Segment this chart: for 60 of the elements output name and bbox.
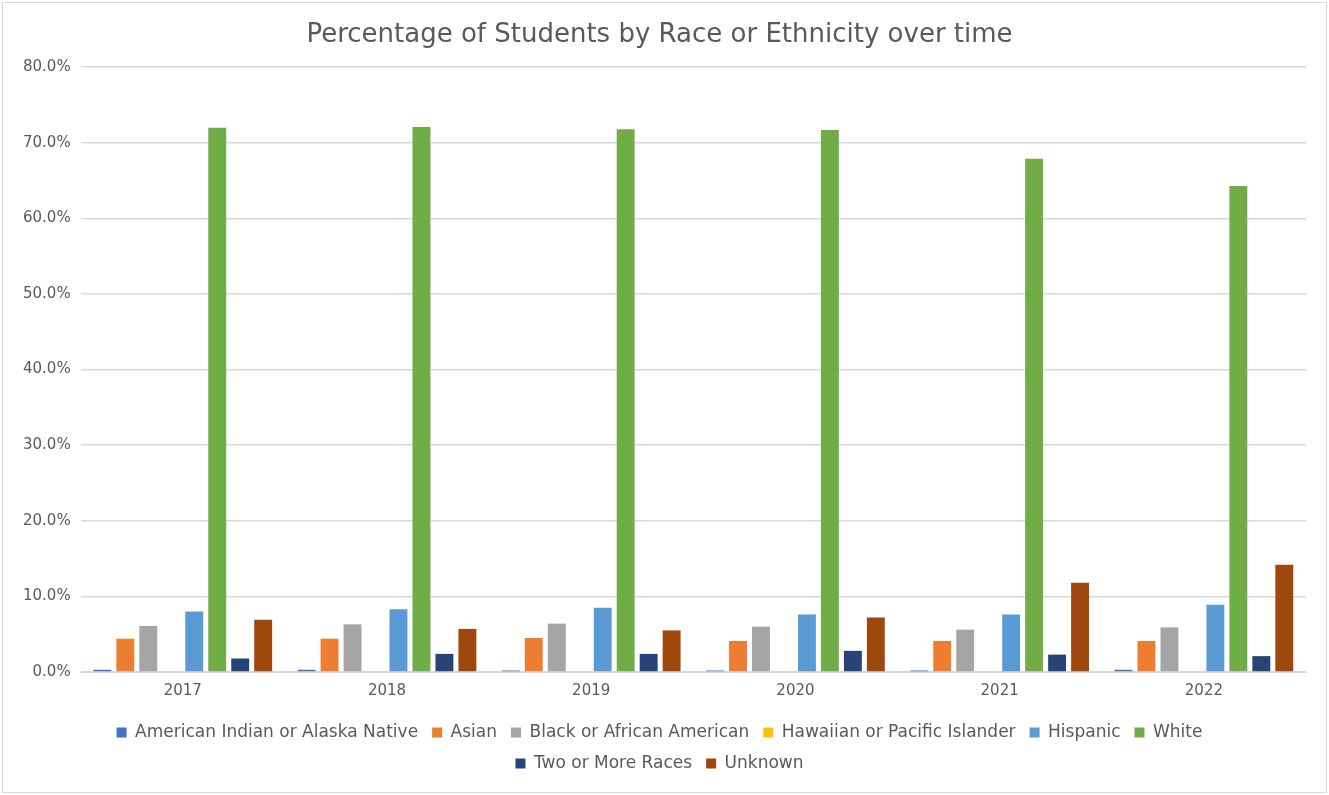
- x-tick-label: 2022: [1184, 680, 1223, 699]
- x-tick-label: 2020: [776, 680, 815, 699]
- bar: [343, 624, 362, 672]
- bar: [524, 637, 543, 672]
- bar: [1206, 604, 1225, 672]
- bar: [458, 628, 477, 672]
- x-tick-label: 2021: [980, 680, 1019, 699]
- bar: [1229, 185, 1248, 672]
- y-tick-label: 10.0%: [23, 586, 71, 605]
- bar: [547, 623, 566, 672]
- x-tick-label: 2019: [572, 680, 611, 699]
- bar: [1048, 654, 1067, 672]
- legend-label: Asian: [450, 720, 498, 741]
- bar: [412, 126, 431, 672]
- y-tick-label: 20.0%: [23, 510, 71, 529]
- y-tick-label: 70.0%: [23, 132, 71, 151]
- chart-title: Percentage of Students by Race or Ethnicity over time: [306, 18, 1013, 49]
- bar: [662, 630, 681, 672]
- y-tick-label: 60.0%: [23, 208, 71, 227]
- bar: [933, 641, 952, 672]
- bar: [843, 650, 862, 672]
- bar: [139, 625, 158, 672]
- legend-label: Unknown: [724, 751, 804, 772]
- bar: [1025, 158, 1044, 672]
- bar: [116, 638, 135, 672]
- legend-label: White: [1152, 720, 1203, 741]
- legend-label: Two or More Races: [532, 751, 693, 772]
- y-tick-label: 80.0%: [23, 57, 71, 76]
- x-tick-label: 2018: [367, 680, 407, 699]
- bar: [866, 617, 885, 672]
- bar: [593, 607, 612, 672]
- y-tick-label: 40.0%: [23, 359, 71, 378]
- bar: [956, 629, 975, 672]
- bar: [185, 611, 204, 672]
- legend-label: Hispanic: [1048, 720, 1121, 741]
- bar: [1160, 627, 1179, 672]
- bar: [752, 626, 770, 672]
- y-tick-label: 0.0%: [32, 661, 71, 680]
- legend-label: American Indian or Alaska Native: [135, 720, 419, 741]
- bar: [797, 614, 816, 672]
- bar: [616, 129, 635, 672]
- bar: [1137, 641, 1156, 672]
- bar: [1002, 614, 1021, 672]
- bar: [389, 609, 408, 672]
- bar: [208, 127, 227, 672]
- bar: [231, 658, 250, 672]
- y-tick-label: 50.0%: [23, 283, 71, 302]
- bar: [639, 653, 658, 672]
- legend-label: Black or African American: [529, 720, 750, 741]
- y-tick-label: 30.0%: [23, 435, 71, 454]
- bar: [1071, 582, 1090, 672]
- bar: [435, 653, 454, 672]
- bar: [320, 638, 339, 672]
- bar: [254, 619, 273, 672]
- x-tick-label: 2017: [163, 680, 202, 699]
- bar: [820, 129, 839, 672]
- bar: [1275, 564, 1294, 672]
- bar: [1252, 656, 1271, 672]
- legend-label: Hawaiian or Pacific Islander: [781, 720, 1016, 741]
- bar: [729, 641, 747, 672]
